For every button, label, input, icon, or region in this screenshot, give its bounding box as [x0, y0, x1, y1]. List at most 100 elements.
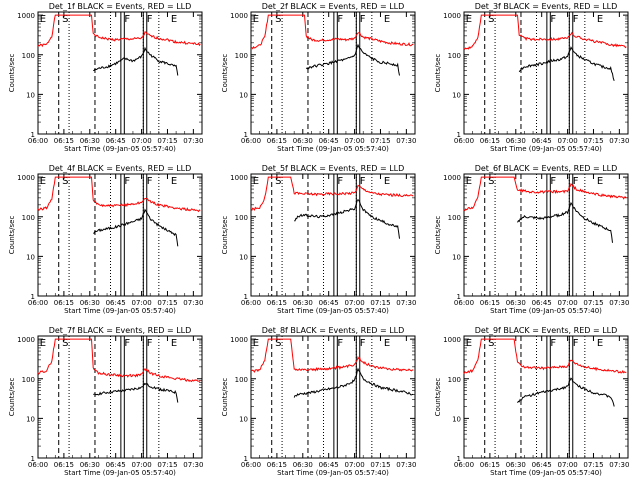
- x-tick-label: 06:00: [454, 461, 474, 469]
- x-tick-label: 07:30: [396, 461, 416, 469]
- y-tick-label: 10: [239, 415, 248, 423]
- x-axis-label: Start Time (09-Jan-05 05:57:40): [277, 145, 389, 153]
- x-tick-label: 06:15: [480, 299, 500, 307]
- x-tick-label: 06:45: [106, 299, 126, 307]
- panel-title: Det_3f BLACK = Events, RED = LLD: [475, 2, 618, 11]
- x-tick-label: 07:00: [131, 461, 151, 469]
- x-tick-label: 06:45: [106, 461, 126, 469]
- x-axis-label: Start Time (09-Jan-05 05:57:40): [64, 307, 176, 315]
- y-tick-label: 1000: [17, 174, 35, 182]
- x-tick-label: 06:15: [267, 461, 287, 469]
- y-tick-label: 1000: [443, 336, 461, 344]
- x-axis-label: Start Time (09-Jan-05 05:57:40): [277, 307, 389, 315]
- events-series-line: [517, 201, 613, 243]
- plot-frame: [463, 335, 629, 459]
- panel-5: Det_5f BLACK = Events, RED = LLD 1 10 100 10…: [221, 164, 416, 315]
- x-tick-label: 07:15: [583, 461, 603, 469]
- y-axis-label: Counts/sec: [8, 54, 16, 93]
- y-tick-label: 100: [235, 376, 248, 384]
- interval-label: E: [597, 176, 603, 187]
- interval-label: E: [597, 338, 603, 349]
- y-tick-label: 10: [26, 91, 35, 99]
- x-tick-label: 07:15: [157, 461, 177, 469]
- x-tick-label: 07:30: [396, 137, 416, 145]
- interval-label: F: [573, 338, 579, 349]
- interval-label: E: [466, 338, 472, 349]
- interval-label: E: [40, 176, 46, 187]
- x-axis-label: Start Time (09-Jan-05 05:57:40): [490, 307, 602, 315]
- interval-label: E: [40, 14, 46, 25]
- interval-label: E: [597, 14, 603, 25]
- x-tick-label: 07:30: [183, 461, 203, 469]
- interval-label: E: [384, 338, 390, 349]
- x-tick-label: 06:30: [506, 137, 526, 145]
- y-axis-label: Counts/sec: [221, 54, 229, 93]
- lld-series-line: [37, 338, 201, 383]
- y-axis-label: Counts/sec: [434, 54, 442, 93]
- lld-series-line: [463, 338, 627, 375]
- interval-label: E: [466, 176, 472, 187]
- x-tick-label: 07:00: [557, 137, 577, 145]
- y-tick-label: 100: [448, 376, 461, 384]
- x-tick-label: 07:00: [557, 299, 577, 307]
- interval-label: F: [337, 176, 343, 187]
- y-tick-label: 1: [244, 293, 248, 301]
- interval-label: F: [360, 14, 366, 25]
- panel-2: Det_2f BLACK = Events, RED = LLD 1 10 100 10…: [221, 2, 416, 153]
- interval-label: S: [62, 14, 68, 25]
- y-tick-label: 1: [457, 131, 461, 139]
- x-tick-label: 06:15: [480, 461, 500, 469]
- interval-label: F: [147, 338, 153, 349]
- x-tick-label: 06:15: [267, 299, 287, 307]
- y-tick-label: 100: [22, 52, 35, 60]
- x-tick-label: 07:30: [609, 299, 629, 307]
- events-series-line: [518, 46, 615, 81]
- lld-series-line: [37, 14, 201, 48]
- y-tick-label: 1: [31, 455, 35, 463]
- x-tick-label: 06:45: [319, 299, 339, 307]
- interval-label: F: [124, 338, 130, 349]
- panel-1: Det_1f BLACK = Events, RED = LLD 1 10 100 10…: [8, 2, 203, 153]
- interval-label: F: [360, 176, 366, 187]
- x-tick-label: 06:00: [454, 137, 474, 145]
- interval-label: S: [62, 338, 68, 349]
- x-tick-label: 06:30: [80, 299, 100, 307]
- x-axis-label: Start Time (09-Jan-05 05:57:40): [277, 469, 389, 477]
- interval-label: F: [124, 14, 130, 25]
- panel-title: Det_8f BLACK = Events, RED = LLD: [262, 326, 405, 335]
- x-tick-label: 07:15: [157, 299, 177, 307]
- y-tick-label: 1000: [17, 336, 35, 344]
- interval-label: F: [360, 338, 366, 349]
- interval-label: S: [275, 338, 281, 349]
- x-tick-label: 06:30: [293, 461, 313, 469]
- interval-label: S: [488, 14, 494, 25]
- x-tick-label: 06:45: [532, 137, 552, 145]
- y-axis-label: Counts/sec: [221, 378, 229, 417]
- interval-label: F: [573, 14, 579, 25]
- lld-series-line: [250, 338, 414, 373]
- panel-title: Det_6f BLACK = Events, RED = LLD: [475, 164, 618, 173]
- interval-label: E: [253, 176, 259, 187]
- plot-frame: [250, 11, 416, 135]
- interval-label: F: [337, 14, 343, 25]
- x-tick-label: 06:45: [106, 137, 126, 145]
- panel-3: Det_3f BLACK = Events, RED = LLD 1 10 100 10…: [434, 2, 629, 153]
- events-series-line: [93, 208, 179, 247]
- lld-series-line: [463, 176, 627, 212]
- x-tick-label: 06:45: [319, 137, 339, 145]
- x-axis-label: Start Time (09-Jan-05 05:57:40): [490, 469, 602, 477]
- x-tick-label: 06:45: [532, 461, 552, 469]
- lld-series-line: [250, 14, 414, 50]
- y-tick-label: 10: [26, 415, 35, 423]
- x-tick-label: 06:30: [80, 137, 100, 145]
- x-tick-label: 06:30: [293, 137, 313, 145]
- y-tick-label: 100: [448, 52, 461, 60]
- interval-label: S: [488, 176, 494, 187]
- lld-series-line: [37, 176, 201, 213]
- x-tick-label: 07:00: [344, 461, 364, 469]
- x-tick-label: 07:15: [370, 461, 390, 469]
- lld-series-line: [463, 14, 627, 50]
- y-tick-label: 10: [452, 253, 461, 261]
- x-tick-label: 07:00: [131, 137, 151, 145]
